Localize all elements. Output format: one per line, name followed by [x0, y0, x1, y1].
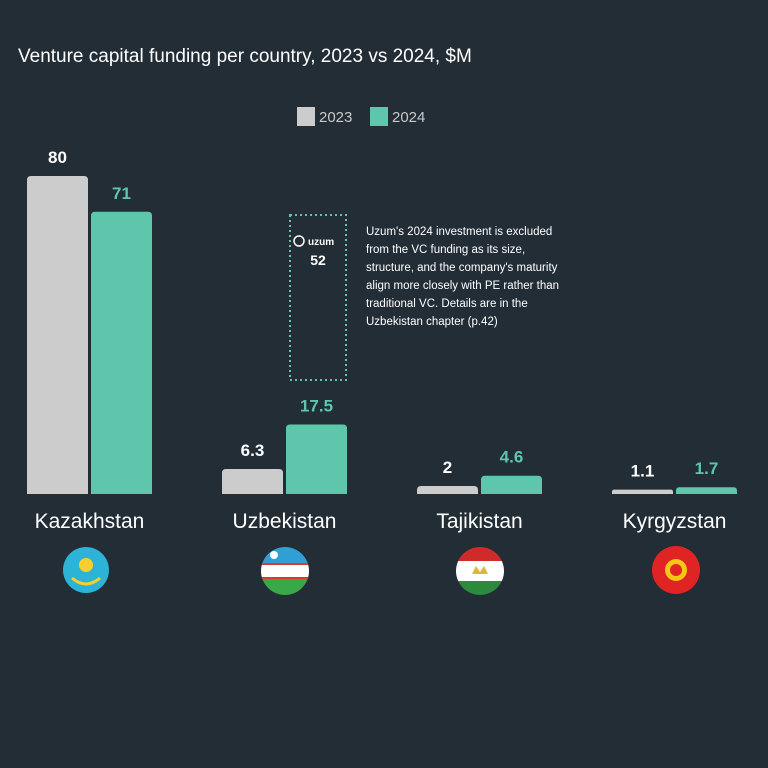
category-label-kazakhstan: Kazakhstan — [35, 510, 145, 533]
legend: 2023 2024 — [297, 107, 425, 126]
value-label-kazakhstan-2023: 80 — [48, 148, 67, 167]
category-label-kyrgyzstan: Kyrgyzstan — [623, 510, 727, 533]
legend-swatch-2023 — [297, 107, 315, 126]
category-label-uzbekistan: Uzbekistan — [233, 510, 337, 533]
value-label-kyrgyzstan-2023: 1.1 — [631, 462, 655, 481]
bar-kazakhstan-2024 — [91, 211, 152, 494]
kazakhstan-flag-icon — [63, 547, 109, 593]
annotation-line: from the VC funding as its size, — [366, 244, 525, 256]
chart-title: Venture capital funding per country, 202… — [18, 46, 472, 67]
annotation-line: Uzbekistan chapter (p.42) — [366, 316, 498, 328]
legend-label-2023: 2023 — [319, 109, 352, 126]
bars-group — [27, 176, 737, 494]
uzum-label: uzum — [308, 237, 334, 248]
value-label-kazakhstan-2024: 71 — [112, 184, 131, 203]
bar-kazakhstan-2023 — [27, 176, 88, 494]
value-label-tajikistan-2023: 2 — [443, 458, 452, 477]
category-labels-group: Kazakhstan Uzbekistan Tajikistan Kyrgyzstan — [35, 510, 727, 533]
legend-swatch-2024 — [370, 107, 388, 126]
kyrgyzstan-flag-icon — [652, 546, 700, 594]
value-label-uzbekistan-2024: 17.5 — [300, 396, 333, 415]
annotation-line: structure, and the company's maturity — [366, 262, 558, 274]
bar-kyrgyzstan-2024 — [676, 487, 737, 494]
uzbekistan-flag-icon — [261, 547, 309, 595]
annotation-line: align more closely with PE rather than — [366, 280, 559, 292]
legend-label-2024: 2024 — [392, 109, 425, 126]
annotation-line: traditional VC. Details are in the — [366, 298, 528, 310]
excluded-value-label: 52 — [310, 252, 326, 268]
annotation: uzum 52 Uzum's 2024 investment is exclud… — [289, 214, 559, 381]
tajikistan-flag-icon — [456, 547, 504, 595]
uzum-logo-icon — [293, 235, 305, 247]
value-label-tajikistan-2024: 4.6 — [500, 448, 524, 467]
bar-tajikistan-2024 — [481, 475, 542, 494]
value-label-kyrgyzstan-2024: 1.7 — [695, 459, 719, 478]
bar-tajikistan-2023 — [417, 486, 478, 494]
annotation-note: Uzum's 2024 investment is excluded from t… — [366, 226, 559, 328]
value-label-uzbekistan-2023: 6.3 — [241, 441, 265, 460]
value-labels-group: 80 71 6.3 17.5 2 4.6 1.1 1.7 — [48, 148, 718, 481]
annotation-line: Uzum's 2024 investment is excluded — [366, 226, 552, 238]
flags — [63, 546, 700, 595]
bar-uzbekistan-2023 — [222, 468, 283, 494]
bar-uzbekistan-2024 — [286, 424, 347, 494]
category-label-tajikistan: Tajikistan — [436, 510, 522, 533]
bar-kyrgyzstan-2023 — [612, 489, 673, 494]
